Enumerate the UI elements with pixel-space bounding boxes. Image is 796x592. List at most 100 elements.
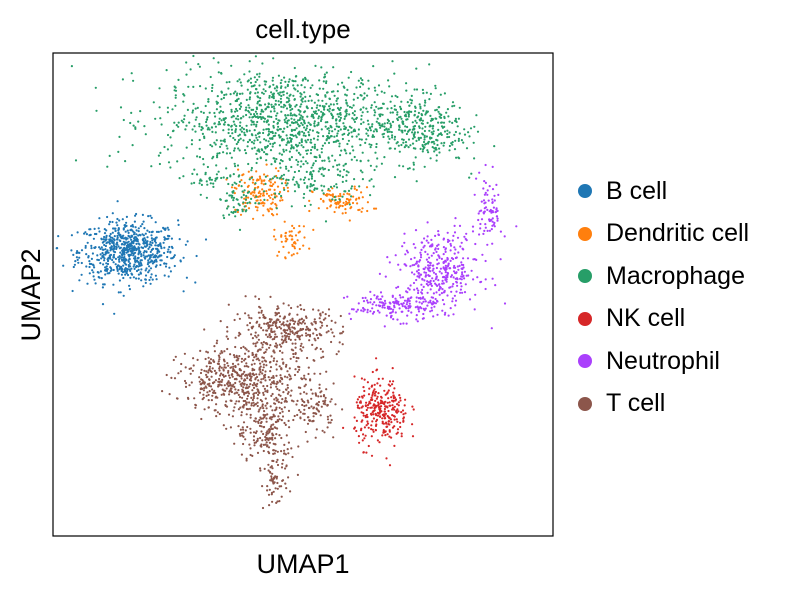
data-point [192, 364, 195, 367]
data-point [272, 459, 275, 463]
data-point [352, 104, 355, 107]
data-point [278, 128, 281, 131]
data-point [314, 436, 317, 439]
data-point [447, 314, 450, 317]
data-point [282, 245, 285, 248]
data-point [351, 112, 354, 115]
data-point [319, 395, 323, 398]
data-point [291, 114, 294, 117]
data-point [316, 124, 319, 127]
data-point [262, 377, 265, 380]
data-point [444, 264, 447, 267]
data-point [476, 130, 480, 133]
data-point [239, 81, 242, 84]
data-point [442, 238, 445, 241]
data-point [201, 132, 204, 135]
data-point [135, 277, 138, 280]
data-point [313, 120, 316, 123]
data-point [282, 186, 285, 190]
data-point [251, 389, 254, 392]
data-point [272, 359, 275, 362]
data-point [218, 117, 221, 120]
data-point [397, 404, 400, 407]
data-point [295, 158, 298, 162]
data-point [356, 308, 359, 311]
data-point [366, 119, 369, 122]
data-point [305, 325, 308, 328]
data-point [360, 210, 363, 213]
data-point [218, 123, 221, 126]
data-point [383, 128, 386, 132]
data-point [315, 407, 318, 410]
data-point [346, 295, 349, 298]
data-point [239, 105, 243, 108]
data-point [168, 393, 171, 396]
data-point [275, 207, 278, 210]
data-point [305, 127, 308, 130]
data-point [246, 145, 249, 148]
data-point [287, 80, 290, 83]
data-point [279, 374, 282, 377]
data-point [256, 350, 259, 353]
data-point [280, 79, 283, 82]
data-point [151, 241, 154, 244]
data-point [497, 193, 500, 196]
data-point [393, 135, 397, 138]
data-point [233, 385, 236, 389]
data-point [412, 243, 415, 246]
data-point [429, 280, 432, 284]
data-point [242, 115, 245, 118]
data-point [472, 278, 475, 281]
data-point [232, 354, 236, 357]
data-point [132, 240, 135, 243]
data-point [257, 185, 260, 189]
data-point [290, 389, 293, 392]
data-point [336, 107, 340, 110]
data-point [311, 392, 314, 395]
data-point [298, 366, 301, 369]
data-point [419, 136, 422, 139]
data-point [341, 343, 344, 346]
data-point [318, 154, 321, 157]
data-point [381, 295, 384, 298]
data-point [411, 264, 414, 267]
data-point [117, 264, 120, 267]
data-point [259, 469, 262, 472]
data-point [318, 332, 321, 335]
data-point [239, 434, 242, 437]
data-point [294, 134, 297, 137]
data-point [164, 228, 167, 231]
data-point [329, 414, 332, 417]
data-point [402, 302, 405, 305]
data-point [295, 127, 298, 130]
data-point [385, 457, 388, 460]
data-point [382, 135, 385, 139]
data-point [222, 151, 225, 154]
data-point [137, 242, 140, 245]
data-point [417, 268, 420, 272]
data-point [420, 283, 423, 286]
data-point [213, 350, 216, 353]
data-point [299, 153, 302, 156]
data-point [434, 87, 437, 90]
data-point [211, 394, 214, 397]
data-point [366, 415, 369, 419]
data-point [360, 309, 363, 312]
data-point [156, 252, 159, 255]
data-point [473, 193, 476, 196]
data-point [269, 207, 272, 210]
data-point [348, 132, 351, 135]
data-point [122, 240, 125, 243]
data-point [217, 360, 220, 363]
data-point [205, 120, 208, 124]
data-point [308, 199, 311, 202]
data-point [220, 176, 223, 180]
data-point [269, 425, 272, 428]
data-point [307, 333, 310, 336]
data-point [277, 311, 280, 315]
data-point [244, 201, 247, 204]
data-point [321, 311, 324, 314]
data-point [176, 397, 179, 400]
data-point [304, 134, 307, 137]
data-point [113, 235, 116, 238]
